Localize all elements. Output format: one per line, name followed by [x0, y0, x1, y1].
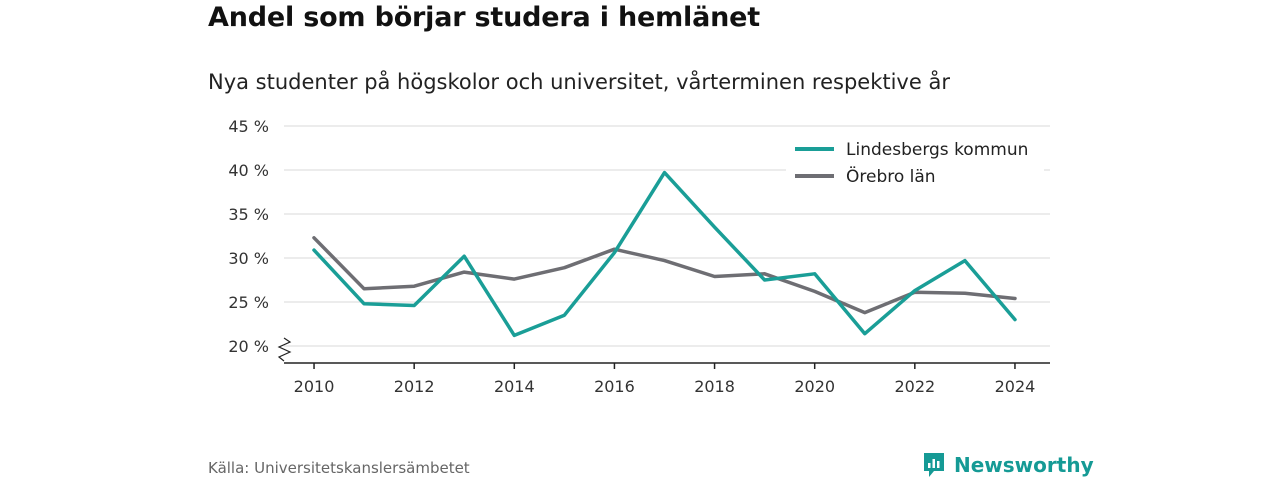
chart-subtitle: Nya studenter på högskolor och universit…: [208, 70, 950, 94]
brand-name: Newsworthy: [954, 453, 1094, 477]
x-tick-label: 2020: [794, 377, 835, 396]
x-tick-label: 2012: [394, 377, 435, 396]
grid-lines: [284, 125, 1050, 347]
chart-title: Andel som börjar studera i hemlänet: [208, 2, 760, 33]
axis-break-marker: [277, 337, 292, 362]
legend-label: Lindesbergs kommun: [846, 140, 1028, 160]
series-line-0: [312, 170, 1017, 338]
series-lines: [312, 170, 1017, 338]
legend-label: Örebro län: [846, 165, 936, 187]
y-tick-label: 35 %: [228, 205, 269, 224]
y-tick-label: 25 %: [228, 293, 269, 312]
y-tick-label: 40 %: [228, 161, 269, 180]
x-tick-label: 2018: [694, 377, 735, 396]
source-note: Källa: Universitetskanslersämbetet: [208, 459, 470, 477]
legend: Lindesbergs kommun Örebro län: [786, 138, 1044, 187]
y-tick-label: 45 %: [228, 117, 269, 136]
x-tick-label: 2024: [995, 377, 1036, 396]
brand-logo: Newsworthy: [922, 450, 1094, 480]
y-tick-label: 20 %: [228, 337, 269, 356]
x-axis: 2010 2012 2014 2016 2018 2020 2022 2024: [277, 337, 1050, 396]
legend-background: [786, 138, 1044, 160]
series-line-1: [312, 236, 1017, 315]
legend-background: [786, 165, 1044, 187]
x-tick-label: 2010: [294, 377, 335, 396]
y-tick-label: 30 %: [228, 249, 269, 268]
newsworthy-logo-icon: [924, 453, 944, 477]
x-tick-label: 2016: [594, 377, 635, 396]
y-axis-ticks: 20 % 25 % 30 % 35 % 40 % 45 %: [228, 117, 269, 356]
x-tick-label: 2014: [494, 377, 535, 396]
x-tick-label: 2022: [894, 377, 935, 396]
